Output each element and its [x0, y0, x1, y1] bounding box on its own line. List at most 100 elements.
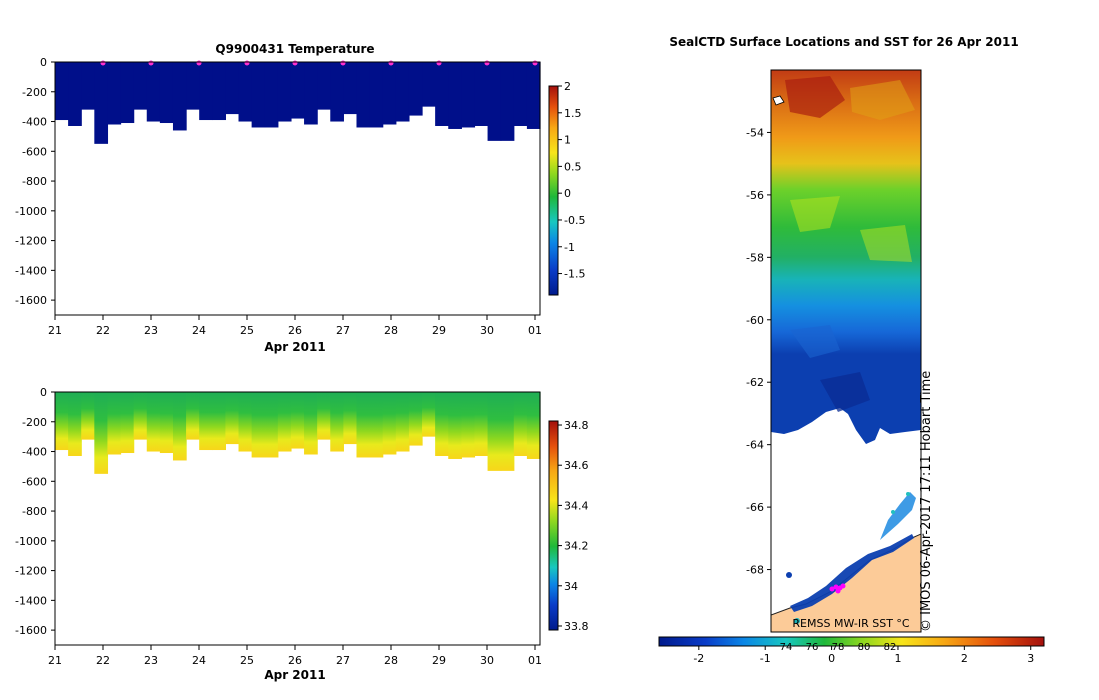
salinity-plot-frame: [54, 391, 541, 646]
salinity-profile-column: [356, 392, 371, 458]
colorbar-tick-label: -1.5: [564, 268, 585, 281]
temperature-x-axis: 21 22 23 24 25 26 27 28 29 30 01: [48, 315, 542, 337]
salinity-y-axis: 0 -200 -400 -600 -800 -1000 -1200 -1400 -1600: [15, 386, 55, 637]
temperature-profile-column: [408, 62, 423, 116]
temperature-profile-column: [422, 62, 436, 107]
salinity-profile-column: [251, 392, 266, 458]
temperature-profile-column: [382, 62, 397, 125]
sst-tick-label: 1: [894, 652, 901, 665]
y-tick-label: -1400: [15, 264, 47, 277]
y-tick-label: -1000: [15, 205, 47, 218]
temperature-panel: Q9900431 Temperature 0 -200 -400 -600 -800 -1…: [15, 42, 585, 354]
lat-tick-label: -58: [746, 251, 764, 264]
surface-marker: [340, 60, 346, 66]
salinity-profile-column: [225, 392, 240, 445]
temperature-section: [55, 62, 541, 144]
sst-inner-tick-label: 78: [832, 642, 845, 653]
lat-tick-label: -62: [746, 376, 764, 389]
sst-tick-label: -1: [760, 652, 771, 665]
x-tick-label: 21: [48, 654, 62, 667]
y-tick-label: -1600: [15, 294, 47, 307]
y-tick-label: -200: [22, 86, 47, 99]
lat-tick-label: -68: [746, 564, 764, 577]
salinity-profile-column: [120, 392, 135, 454]
temperature-profile-column: [487, 62, 502, 141]
temperature-profile-column: [120, 62, 135, 124]
sst-colorbar-ticks: -2 -1 0 1 2 3 74 76 78 80 82: [693, 642, 1034, 665]
salinity-profile-column: [500, 392, 515, 471]
salinity-profile-column: [238, 392, 253, 452]
x-tick-label: 28: [384, 324, 398, 337]
x-tick-label: 23: [144, 324, 158, 337]
temperature-profile-column: [500, 62, 515, 141]
sst-inner-tick-label: 74: [780, 642, 793, 653]
salinity-xlabel: Apr 2011: [264, 668, 325, 682]
sst-tick-label: 2: [961, 652, 968, 665]
y-tick-label: -400: [22, 446, 47, 459]
temperature-profile-column: [251, 62, 266, 128]
y-tick-label: -1600: [15, 624, 47, 637]
colorbar-tick-label: 34.6: [564, 459, 589, 472]
salinity-profile-column: [343, 392, 358, 445]
temperature-plot-frame: [54, 61, 541, 316]
salinity-profile-column: [513, 392, 528, 456]
lat-tick-label: -54: [746, 126, 764, 139]
x-tick-label: 26: [288, 324, 302, 337]
salinity-profile-column: [422, 392, 436, 437]
temperature-profile-column: [264, 62, 279, 128]
sst-map-panel: SealCTD Surface Locations and SST for 26…: [658, 35, 1045, 665]
temperature-profile-column: [395, 62, 410, 122]
temperature-profile-column: [461, 62, 476, 128]
lat-tick-label: -64: [746, 439, 764, 452]
y-tick-label: -1200: [15, 235, 47, 248]
temperature-profile-column: [435, 62, 449, 126]
salinity-profile-column: [212, 392, 227, 451]
salinity-profile-column: [290, 392, 305, 449]
x-tick-label: 30: [480, 324, 494, 337]
x-tick-label: 27: [336, 324, 350, 337]
surface-marker: [532, 60, 538, 66]
colorbar-tick-label: -0.5: [564, 214, 585, 227]
sst-source-label: REMSS MW-IR SST °C: [792, 617, 910, 630]
salinity-profile-column: [199, 392, 213, 451]
salinity-profile-column: [330, 392, 344, 452]
y-tick-label: -1000: [15, 535, 47, 548]
temperature-profile-column: [172, 62, 187, 131]
temperature-profile-column: [277, 62, 292, 122]
y-tick-label: -200: [22, 416, 47, 429]
temperature-profile-column: [330, 62, 344, 122]
temperature-profile-column: [55, 62, 69, 121]
temperature-profile-column: [107, 62, 122, 125]
y-tick-label: -400: [22, 116, 47, 129]
colorbar-tick-label: 34: [564, 580, 578, 593]
temperature-profile-column: [513, 62, 528, 126]
x-tick-label: 24: [192, 324, 206, 337]
salinity-profile-column: [264, 392, 279, 458]
temperature-y-axis: 0 -200 -400 -600 -800 -1000 -1200 -1400 -1600: [15, 56, 55, 307]
sst-inner-tick-label: 80: [858, 642, 871, 653]
temperature-profile-column: [238, 62, 253, 122]
temperature-xlabel: Apr 2011: [264, 340, 325, 354]
sst-tick-label: -2: [693, 652, 704, 665]
imos-credit: © IMOS 06-Apr-2017 17:11 Hobart Time: [919, 371, 934, 632]
temperature-profile-column: [304, 62, 318, 125]
x-tick-label: 01: [528, 654, 542, 667]
temperature-profile-column: [474, 62, 489, 126]
x-tick-label: 29: [432, 324, 446, 337]
salinity-profile-column: [68, 392, 82, 456]
sst-colorbar: [658, 636, 1045, 647]
temperature-profile-column: [317, 62, 331, 110]
x-tick-label: 30: [480, 654, 494, 667]
x-tick-label: 22: [96, 654, 110, 667]
temperature-profile-column: [526, 62, 541, 129]
sst-inner-tick-label: 82: [884, 642, 897, 653]
temperature-profile-column: [225, 62, 240, 115]
surface-marker: [196, 60, 202, 66]
x-tick-label: 25: [240, 324, 254, 337]
surface-marker: [100, 60, 106, 66]
surface-marker: [148, 60, 154, 66]
y-tick-label: -600: [22, 475, 47, 488]
colorbar-tick-label: 34.2: [564, 540, 589, 553]
x-tick-label: 22: [96, 324, 110, 337]
colorbar-tick-label: 1: [564, 134, 571, 147]
